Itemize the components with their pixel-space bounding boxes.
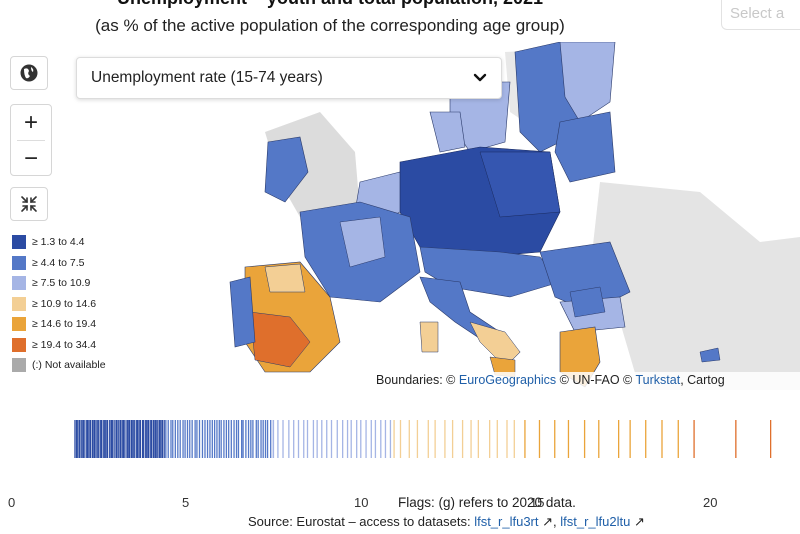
region-baltics[interactable] xyxy=(554,111,616,183)
indicator-dropdown[interactable]: Unemployment rate (15-74 years) xyxy=(76,57,502,99)
legend-swatch xyxy=(12,276,26,291)
legend-label: (:) Not available xyxy=(32,359,106,372)
eurogeographics-link[interactable]: EuroGeographics xyxy=(458,373,557,387)
external-link-icon: ↗, xyxy=(538,514,557,529)
globe-button[interactable] xyxy=(10,56,48,90)
legend-swatch xyxy=(12,337,26,352)
dataset-link-lfu2ltu[interactable]: lfst_r_lfu2ltu xyxy=(560,514,631,529)
region-cyprus[interactable] xyxy=(699,347,721,363)
legend-item[interactable]: ≥ 14.6 to 19.4 xyxy=(6,314,140,335)
zoom-controls: + − xyxy=(10,104,52,176)
region-ireland[interactable] xyxy=(264,136,309,203)
region-denmark[interactable] xyxy=(429,111,466,153)
region-spain-north[interactable] xyxy=(264,263,306,293)
map-attribution: Boundaries: © EuroGeographics © UN-FAO ©… xyxy=(372,372,800,390)
globe-icon xyxy=(20,64,38,82)
chevron-down-icon xyxy=(473,73,487,82)
region-portugal[interactable] xyxy=(229,276,256,348)
legend-swatch xyxy=(12,317,26,332)
axis-tick-label: 5 xyxy=(182,495,190,510)
external-link-icon: ↗ xyxy=(630,514,645,529)
legend-item[interactable]: ≥ 19.4 to 34.4 xyxy=(6,335,140,356)
region-finland[interactable] xyxy=(559,42,616,123)
legend-label: ≥ 1.3 to 4.4 xyxy=(32,236,85,249)
legend-label: ≥ 10.9 to 14.6 xyxy=(32,297,97,310)
legend-label: ≥ 19.4 to 34.4 xyxy=(32,338,97,351)
legend-item[interactable]: ≥ 1.3 to 4.4 xyxy=(6,232,140,253)
region-france-north[interactable] xyxy=(339,216,386,268)
map-subtitle: (as % of the active population of the co… xyxy=(95,16,565,35)
attribution-prefix: Boundaries: © xyxy=(376,373,456,387)
map-legend: ≥ 1.3 to 4.4 ≥ 4.4 to 7.5 ≥ 7.5 to 10.9 ≥ 1… xyxy=(6,228,140,378)
source-line: Source: Eurostat – access to datasets: l… xyxy=(248,514,645,530)
zoom-divider xyxy=(17,140,45,141)
legend-label: ≥ 14.6 to 19.4 xyxy=(32,318,97,331)
region-north-macedonia[interactable] xyxy=(569,286,606,318)
region-poland[interactable] xyxy=(479,151,561,218)
legend-label: ≥ 4.4 to 7.5 xyxy=(32,256,85,269)
non-eu-land xyxy=(590,182,800,390)
axis-tick-label: 0 xyxy=(8,495,16,510)
collapse-arrows-icon xyxy=(21,196,37,212)
select-input[interactable]: Select a xyxy=(721,0,800,30)
legend-item[interactable]: ≥ 4.4 to 7.5 xyxy=(6,253,140,274)
turkstat-link[interactable]: Turkstat xyxy=(635,373,681,387)
zoom-in-button[interactable]: + xyxy=(23,108,38,136)
dataset-link-lfu3rt[interactable]: lfst_r_lfu3rt xyxy=(474,514,539,529)
region-spain-south[interactable] xyxy=(249,311,311,368)
legend-label: ≥ 7.5 to 10.9 xyxy=(32,277,91,290)
legend-swatch xyxy=(12,255,26,270)
value-distribution-strip xyxy=(74,420,772,458)
collapse-button[interactable] xyxy=(10,187,48,221)
region-sardinia[interactable] xyxy=(419,321,439,353)
legend-swatch xyxy=(12,358,26,373)
dropdown-selected-value: Unemployment rate (15-74 years) xyxy=(91,69,323,86)
source-prefix: Source: Eurostat – access to datasets: xyxy=(248,514,471,529)
legend-swatch xyxy=(12,235,26,250)
attribution-suffix: , Cartog xyxy=(680,373,725,387)
legend-item[interactable]: (:) Not available xyxy=(6,355,140,376)
axis-tick-label: 20 xyxy=(703,495,718,510)
legend-item[interactable]: ≥ 10.9 to 14.6 xyxy=(6,294,140,315)
attribution-mid: © UN-FAO © xyxy=(559,373,633,387)
axis-tick-label: 15 xyxy=(530,495,545,510)
legend-swatch xyxy=(12,296,26,311)
map-title: Unemployment – youth and total populatio… xyxy=(0,0,660,9)
legend-item[interactable]: ≥ 7.5 to 10.9 xyxy=(6,273,140,294)
flags-note: Flags: (g) refers to 2020 data. xyxy=(398,495,576,510)
axis-tick-label: 10 xyxy=(354,495,369,510)
zoom-out-button[interactable]: − xyxy=(23,144,38,172)
